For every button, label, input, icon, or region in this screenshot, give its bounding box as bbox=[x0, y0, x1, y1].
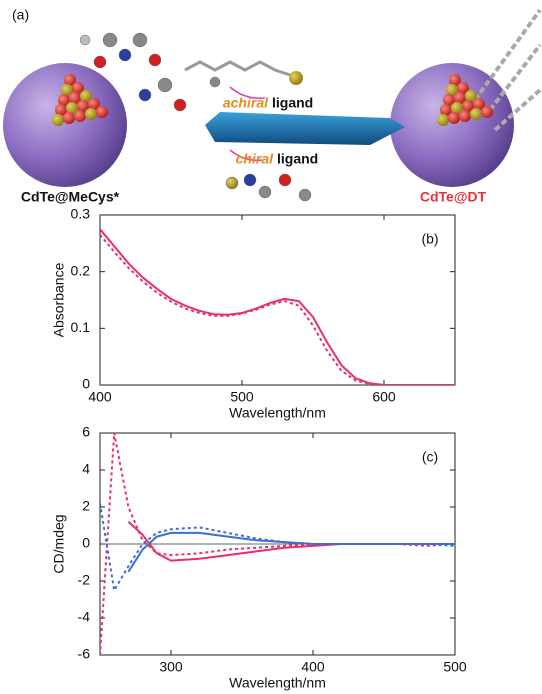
atom bbox=[459, 110, 471, 122]
panel-label: (c) bbox=[422, 449, 438, 465]
y-tick-label: 0.3 bbox=[71, 206, 91, 222]
atom bbox=[63, 112, 75, 124]
series-line bbox=[100, 235, 455, 385]
plot: 400 500 600 0 0.1 0.2 0.3 Wavelength/nm Absorban… bbox=[51, 206, 455, 421]
label: CdTe@MeCys* bbox=[21, 189, 120, 205]
atom bbox=[96, 106, 108, 118]
y-tick-label: 0 bbox=[82, 376, 90, 392]
x-tick-label: 300 bbox=[159, 659, 183, 675]
x-tick-label: 500 bbox=[230, 389, 254, 405]
x-axis-label: Wavelength/nm bbox=[229, 675, 326, 691]
atom bbox=[470, 108, 482, 120]
atom bbox=[437, 114, 449, 126]
plot: 300 400 500 -6 -4 -2 0 2 4 6 Wavelength/nm CD/mdeg (… bbox=[51, 424, 467, 691]
atom bbox=[85, 108, 97, 120]
x-axis-label: Wavelength/nm bbox=[229, 405, 326, 421]
panel-label: (a) bbox=[12, 7, 29, 23]
x-tick-label: 500 bbox=[443, 659, 467, 675]
reaction-arrow bbox=[205, 112, 405, 145]
y-tick-label: 0 bbox=[82, 535, 90, 551]
atom bbox=[481, 106, 493, 118]
atom bbox=[52, 114, 64, 126]
x-tick-label: 600 bbox=[372, 389, 396, 405]
atom bbox=[448, 112, 460, 124]
series-group bbox=[100, 229, 455, 385]
y-tick-label: -6 bbox=[78, 646, 91, 662]
x-tick-label: 400 bbox=[88, 389, 112, 405]
y-axis-label: CD/mdeg bbox=[51, 514, 67, 573]
y-axis-label: Absorbance bbox=[51, 262, 67, 337]
y-tick-label: 0.1 bbox=[71, 319, 91, 335]
page: (a) CdTe@MeCys* CdTe@DT achiral ligand c… bbox=[0, 0, 542, 694]
atom bbox=[74, 110, 86, 122]
emphasis: chiral bbox=[236, 151, 274, 167]
label: ligand bbox=[272, 95, 313, 111]
x-tick-label: 400 bbox=[301, 659, 325, 675]
schematic: (a) CdTe@MeCys* CdTe@DT achiral ligand c… bbox=[3, 7, 540, 205]
y-tick-label: 4 bbox=[82, 461, 90, 477]
label: ligand bbox=[277, 151, 318, 167]
y-tick-label: -4 bbox=[78, 609, 91, 625]
series-line bbox=[100, 229, 455, 385]
sulfur bbox=[289, 71, 303, 85]
series-line bbox=[128, 533, 455, 572]
label: CdTe@DT bbox=[420, 189, 487, 205]
alkyl-chain bbox=[185, 62, 290, 75]
panel-label: (b) bbox=[421, 231, 438, 247]
emphasis: achiral bbox=[223, 95, 269, 111]
figure: (a) CdTe@MeCys* CdTe@DT achiral ligand c… bbox=[0, 0, 542, 694]
y-tick-label: 2 bbox=[82, 498, 90, 514]
y-tick-label: 6 bbox=[82, 424, 90, 440]
y-tick-label: 0.2 bbox=[71, 262, 91, 278]
y-tick-label: -2 bbox=[78, 572, 91, 588]
